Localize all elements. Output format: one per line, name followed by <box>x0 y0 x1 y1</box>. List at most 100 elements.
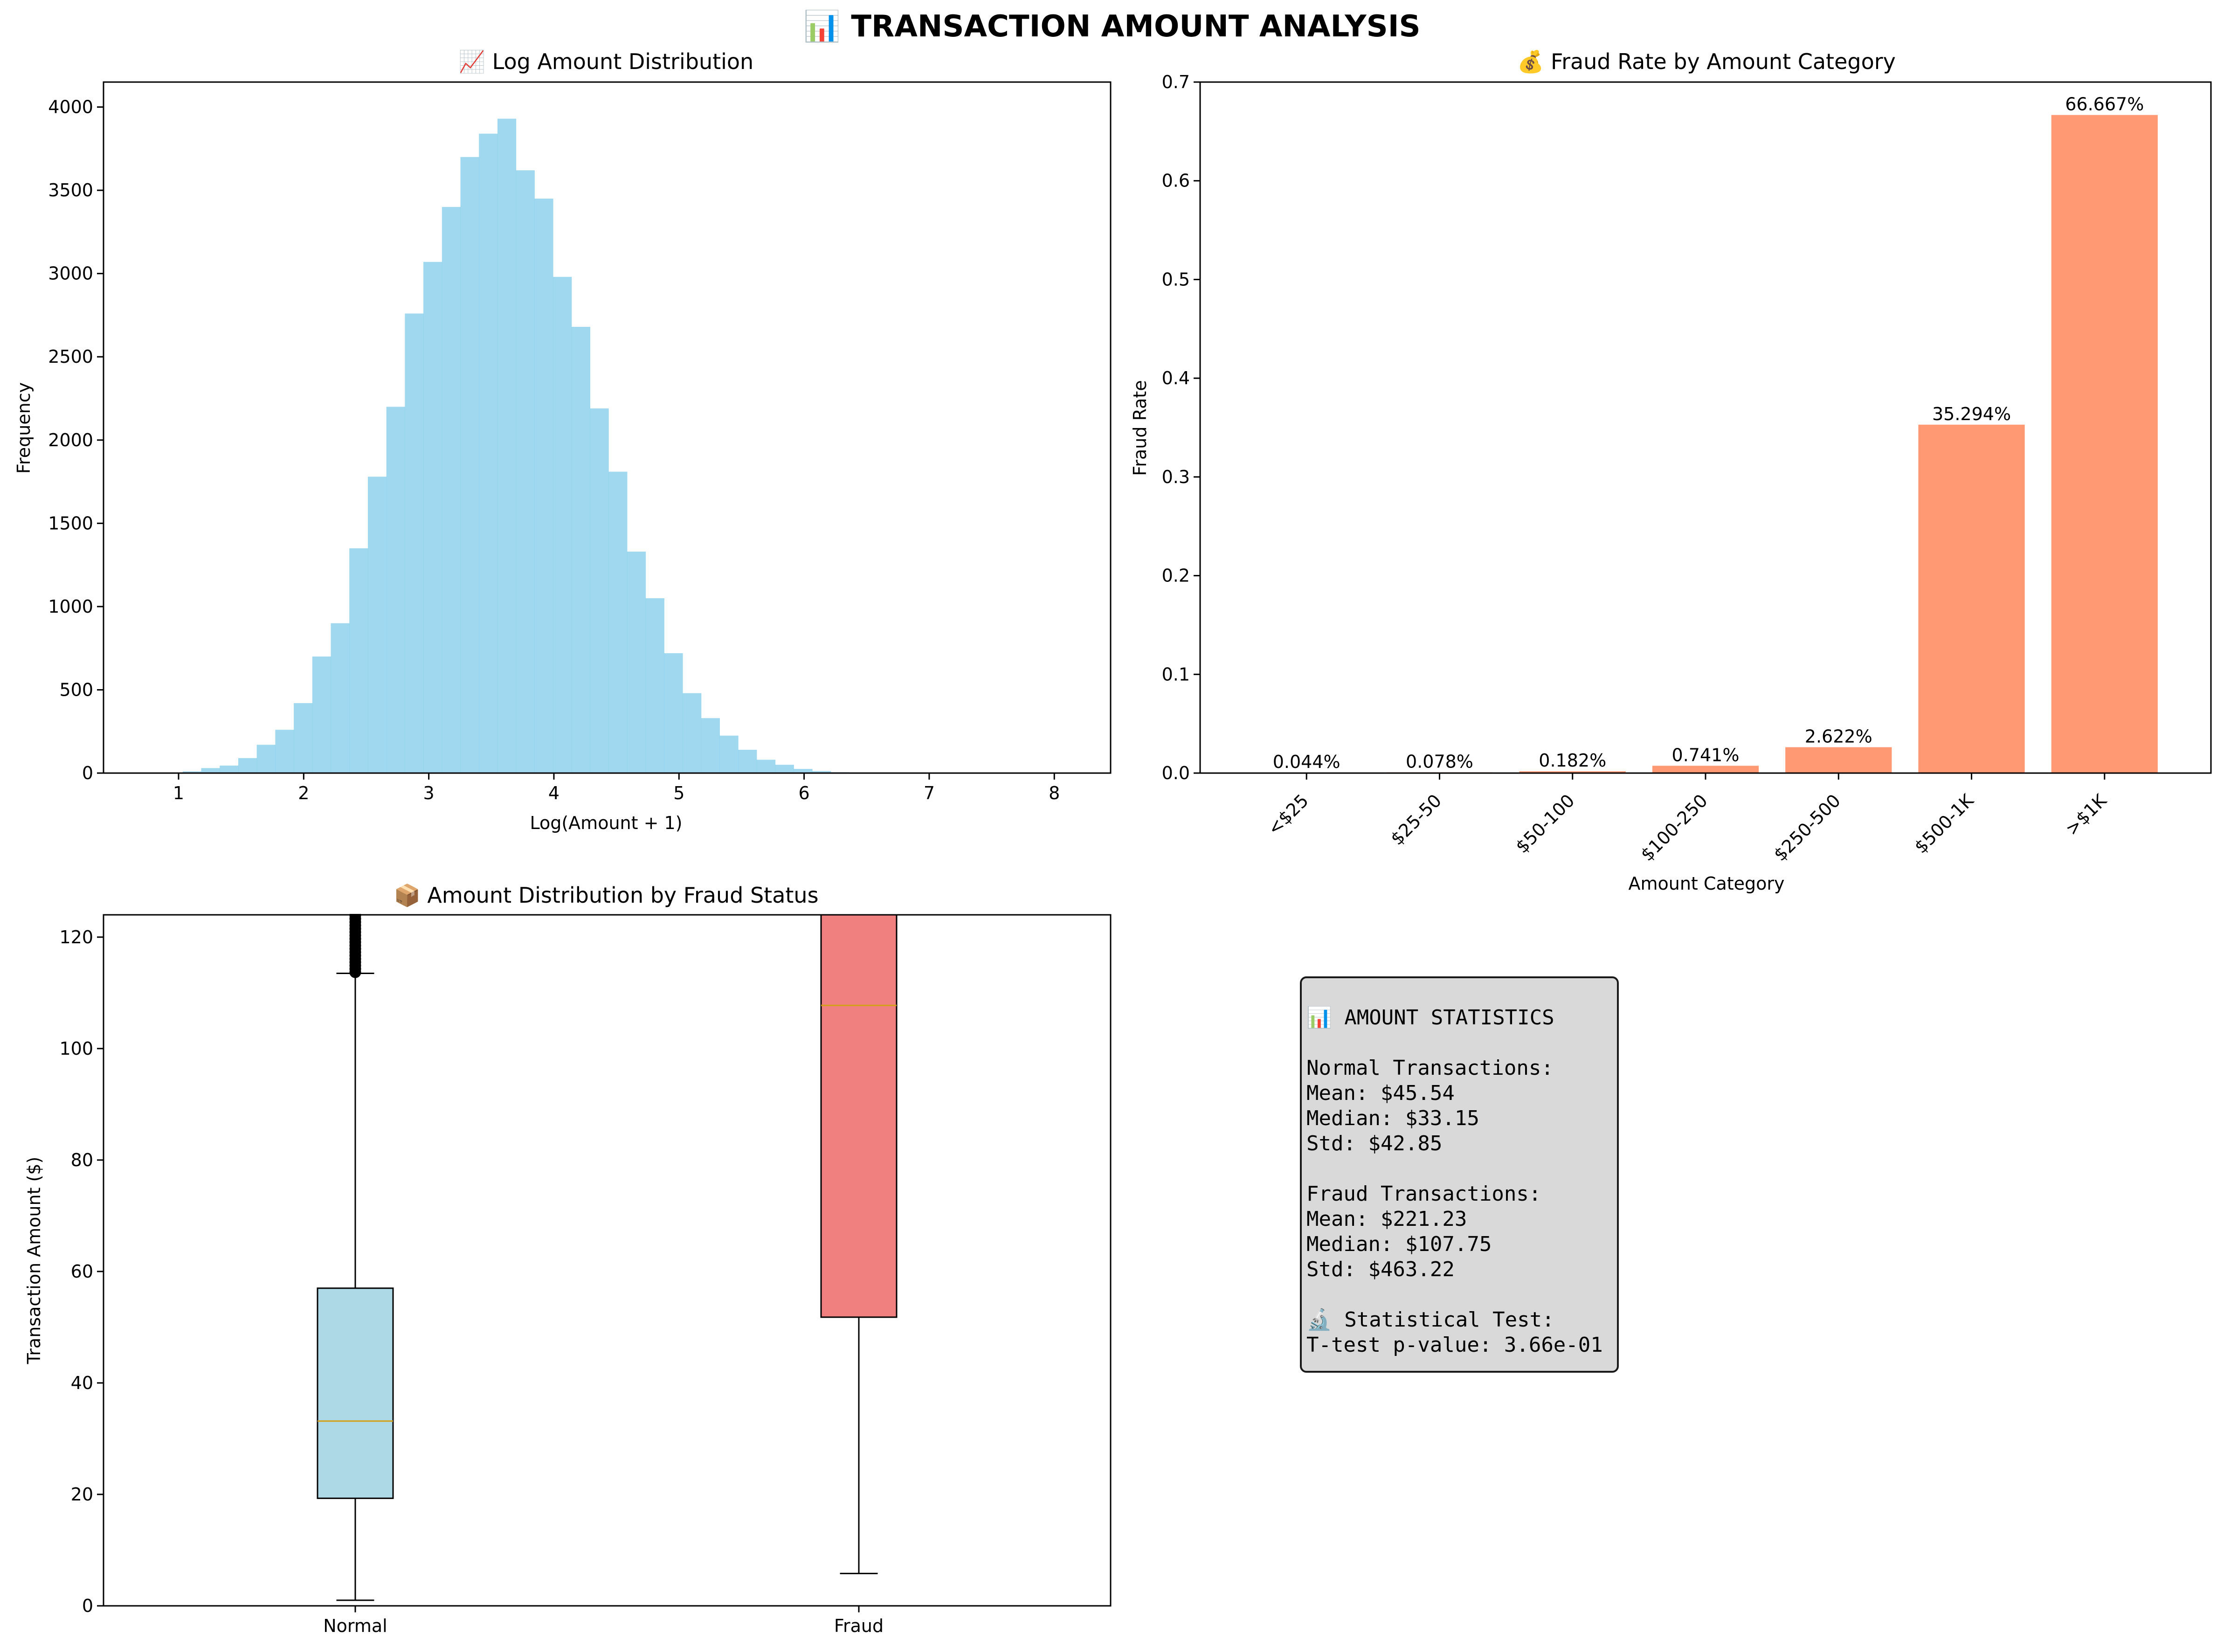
fraud-rate-bar <box>1519 771 1626 773</box>
boxplot-y-tick-label: 100 <box>59 1038 93 1059</box>
histogram-bar <box>294 703 313 773</box>
fraud-rate-y-tick-label: 0.5 <box>1162 269 1190 290</box>
fraud-rate-x-label: Amount Category <box>1629 873 1785 894</box>
boxplot-y-label: Transaction Amount ($) <box>24 1157 44 1365</box>
histogram-x-tick-label: 6 <box>799 783 810 803</box>
stats-normal-mean: Mean: $45.54 <box>1306 1081 1455 1105</box>
histogram-bar <box>331 623 350 773</box>
fraud-rate-y-tick-label: 0.1 <box>1162 664 1190 684</box>
histogram-y-tick-label: 4000 <box>48 97 93 118</box>
histogram-bar <box>386 407 405 773</box>
fraud-rate-bar <box>1652 766 1759 773</box>
histogram-bar <box>312 657 332 773</box>
stats-spacer <box>1306 1030 1613 1056</box>
fraud-rate-x-tick-label: $100-250 <box>1637 790 1711 865</box>
fraud-rate-bar <box>1785 747 1892 773</box>
fraud-rate-x-tick-label: >$1K <box>2061 790 2111 839</box>
histogram-bar <box>442 207 461 774</box>
stats-spacer <box>1306 1156 1613 1182</box>
fraud-rate-x-tick-label: $500-1K <box>1910 790 1978 857</box>
histogram-bar <box>571 326 591 773</box>
histogram-bar <box>645 598 664 773</box>
histogram-y-tick-label: 3000 <box>48 263 93 284</box>
histogram-bar <box>553 276 572 773</box>
histogram-bar <box>349 548 368 773</box>
histogram-x-label: Log(Amount + 1) <box>530 813 682 833</box>
histogram-bar <box>608 471 628 773</box>
boxplot-title: 📦 Amount Distribution by Fraud Status <box>394 883 818 908</box>
histogram-x-tick-label: 7 <box>924 783 935 803</box>
boxplot-y-tick-label: 20 <box>71 1484 93 1505</box>
amount-statistics-box: 📊 AMOUNT STATISTICS Normal Transactions:… <box>1300 976 1619 1373</box>
histogram-bar <box>220 765 239 773</box>
histogram-bar <box>701 718 720 773</box>
boxplot-clip-mask <box>103 887 1112 914</box>
histogram-plot-frame <box>103 81 1112 774</box>
stats-normal-std: Std: $42.85 <box>1306 1132 1443 1155</box>
histogram-bar <box>367 477 387 773</box>
histogram-bar <box>756 760 776 773</box>
stats-test-heading: 🔬 Statistical Test: <box>1306 1308 1554 1332</box>
fraud-rate-bar <box>1918 424 2025 773</box>
histogram-x-tick-label: 3 <box>423 783 435 803</box>
boxplot-x-tick-label: Fraud <box>834 1616 884 1636</box>
fraud-rate-title: 💰 Fraud Rate by Amount Category <box>1517 49 1896 75</box>
fraud-rate-data-label: 66.667% <box>2065 94 2144 115</box>
histogram-bar <box>683 693 702 773</box>
histogram-y-tick-label: 2000 <box>48 430 93 450</box>
stats-fraud-std: Std: $463.22 <box>1306 1258 1455 1281</box>
histogram-x-tick-label: 8 <box>1049 783 1060 803</box>
fraud-rate-data-label: 2.622% <box>1805 726 1872 747</box>
histogram-bar <box>516 170 535 773</box>
histogram-bar <box>719 735 739 773</box>
histogram-x-tick-label: 1 <box>173 783 184 803</box>
fraud-rate-data-label: 0.182% <box>1539 750 1606 771</box>
fraud-rate-y-tick-label: 0.7 <box>1162 72 1190 92</box>
histogram-bar <box>627 552 646 773</box>
histogram-y-tick-label: 0 <box>82 763 93 783</box>
fraud-rate-x-tick-label: $25-50 <box>1387 790 1445 849</box>
boxplot-y-tick-label: 0 <box>82 1596 93 1616</box>
histogram-bar <box>497 118 517 774</box>
fraud-rate-x-tick-label: $250-500 <box>1770 790 1844 865</box>
fraud-rate-y-tick-label: 0.4 <box>1162 368 1190 388</box>
histogram-bar <box>460 157 479 774</box>
histogram-bar <box>256 745 276 773</box>
fraud-rate-x-tick-label: $50-100 <box>1512 790 1578 857</box>
histogram-y-tick-label: 1500 <box>48 513 93 533</box>
histogram-bar <box>201 768 220 773</box>
figure-title: 📊 TRANSACTION AMOUNT ANALYSIS <box>803 9 1420 44</box>
histogram-y-tick-label: 2500 <box>48 346 93 367</box>
fraud-rate-data-label: 35.294% <box>1932 404 2011 424</box>
histogram-title: 📈 Log Amount Distribution <box>459 49 753 74</box>
stats-fraud-median: Median: $107.75 <box>1306 1232 1492 1256</box>
histogram-bar <box>812 771 831 773</box>
fraud-rate-y-label: Fraud Rate <box>1130 380 1150 476</box>
boxplot-panel: Transaction Amount ($) Normal Fraud 0 20 40 6… <box>24 883 1112 1636</box>
stats-normal-median: Median: $33.15 <box>1306 1106 1479 1130</box>
fraud-rate-x-tick-label: <$25 <box>1264 790 1312 839</box>
histogram-bar <box>738 750 757 773</box>
histogram-bar <box>794 769 813 773</box>
histogram-bar <box>275 730 294 773</box>
boxplot-plot-frame <box>103 914 1112 1607</box>
histogram-x-tick-label: 4 <box>548 783 559 803</box>
stats-fraud-mean: Mean: $221.23 <box>1306 1207 1467 1231</box>
boxplot-y-tick-label: 80 <box>71 1150 93 1170</box>
boxplot-y-tick-label: 60 <box>71 1261 93 1282</box>
fraud-rate-bar <box>2051 115 2158 774</box>
boxplot-x-tick-label: Normal <box>323 1616 387 1636</box>
histogram-bar <box>479 133 498 773</box>
stats-test-pvalue: T-test p-value: 3.66e-01 <box>1306 1333 1603 1357</box>
histogram-bar <box>182 771 202 773</box>
fraud-rate-y-tick-label: 0.6 <box>1162 171 1190 191</box>
histogram-bar <box>775 765 794 773</box>
histogram-x-tick-label: 5 <box>673 783 684 803</box>
histogram-x-tick-label: 2 <box>298 783 309 803</box>
fraud-rate-panel: 💰 Fraud Rate by Amount Category Amount C… <box>1130 49 2212 894</box>
histogram-bar <box>405 313 424 773</box>
boxplot-y-tick-label: 40 <box>71 1373 93 1393</box>
histogram-y-label: Frequency <box>14 382 34 474</box>
fraud-rate-data-label: 0.078% <box>1406 751 1473 772</box>
